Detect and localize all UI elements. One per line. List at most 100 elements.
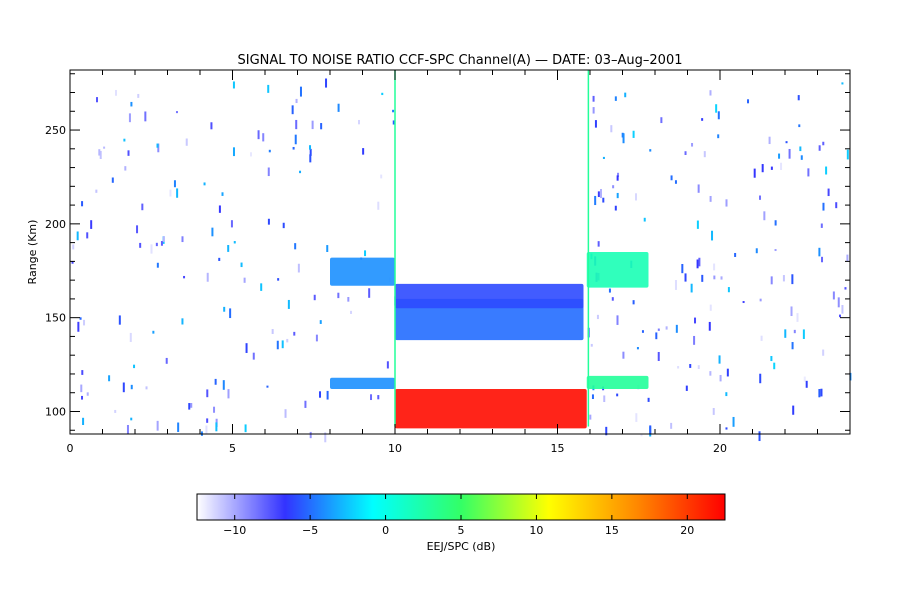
- noise-cell: [655, 332, 658, 340]
- noise-cell: [780, 162, 783, 171]
- noise-cell: [267, 218, 270, 225]
- noise-cell: [759, 298, 762, 302]
- noise-cell: [791, 342, 794, 350]
- noise-cell: [262, 133, 265, 142]
- noise-cell: [266, 385, 269, 388]
- noise-cell: [292, 146, 295, 150]
- noise-cell: [127, 150, 130, 156]
- noise-cell: [281, 340, 284, 349]
- noise-cell: [760, 335, 763, 341]
- noise-cell: [685, 385, 688, 391]
- noise-cell: [797, 95, 800, 101]
- noise-cell: [324, 432, 327, 443]
- noise-cell: [611, 297, 614, 301]
- noise-cell: [725, 199, 728, 207]
- noise-cell: [284, 409, 287, 418]
- noise-cell: [670, 175, 673, 181]
- noise-cell: [708, 321, 711, 331]
- noise-cell: [245, 343, 248, 353]
- noise-cell: [841, 82, 844, 85]
- noise-cell: [115, 89, 118, 96]
- noise-cell: [640, 433, 643, 437]
- noise-cell: [691, 142, 694, 147]
- noise-cell: [709, 371, 712, 376]
- noise-cell: [838, 314, 841, 318]
- noise-cell: [635, 413, 638, 422]
- noise-cell: [210, 122, 213, 130]
- noise-cell: [713, 275, 716, 280]
- noise-cell: [95, 189, 98, 193]
- noise-cell: [276, 340, 279, 350]
- noise-cell: [141, 203, 144, 211]
- noise-cell: [380, 174, 383, 179]
- noise-cell: [287, 299, 290, 309]
- noise-cell: [214, 378, 217, 385]
- noise-cell: [784, 329, 787, 338]
- noise-cell: [124, 166, 127, 171]
- noise-cell: [755, 248, 758, 254]
- noise-cell: [718, 355, 721, 364]
- noise-cell: [211, 227, 214, 237]
- noise-cell: [774, 249, 777, 252]
- noise-cell: [392, 120, 395, 125]
- noise-cell: [111, 177, 114, 183]
- noise-cell: [727, 287, 730, 293]
- colorbar-tick-label: 20: [680, 524, 694, 537]
- noise-cell: [713, 263, 716, 271]
- noise-cell: [309, 145, 312, 150]
- noise-cell: [616, 393, 619, 397]
- noise-cell: [156, 143, 159, 148]
- noise-cell: [793, 329, 796, 334]
- noise-cell: [643, 217, 646, 222]
- noise-cell: [267, 84, 270, 93]
- noise-cell: [96, 97, 99, 103]
- noise-cell: [268, 149, 271, 153]
- noise-cell: [183, 275, 186, 279]
- colorbar-tick-label: 5: [458, 524, 465, 537]
- noise-cell: [133, 364, 136, 369]
- noise-cell: [696, 220, 699, 229]
- noise-cell: [616, 175, 619, 181]
- plot-background: [70, 70, 850, 434]
- noise-cell: [597, 241, 600, 247]
- noise-cell: [774, 220, 777, 226]
- noise-cell: [98, 149, 101, 156]
- noise-cell: [129, 332, 132, 342]
- noise-cell: [802, 329, 805, 339]
- noise-cell: [156, 420, 159, 431]
- noise-cell: [123, 138, 126, 142]
- noise-cell: [277, 278, 280, 281]
- noise-cell: [711, 230, 714, 241]
- noise-cell: [725, 392, 728, 397]
- noise-cell: [674, 180, 677, 184]
- noise-cell: [293, 331, 296, 336]
- noise-cell: [260, 283, 263, 291]
- noise-cell: [822, 141, 825, 146]
- noise-cell: [734, 252, 737, 257]
- noise-cell: [79, 317, 82, 320]
- noise-cell: [657, 328, 660, 331]
- noise-cell: [773, 362, 776, 370]
- noise-cell: [230, 220, 233, 228]
- noise-cell: [252, 352, 255, 360]
- noise-cell: [698, 257, 701, 267]
- noise-cell: [820, 223, 823, 228]
- noise-cell: [145, 386, 148, 390]
- echo-region: [330, 257, 395, 286]
- noise-cell: [103, 146, 106, 149]
- noise-cell: [370, 394, 373, 401]
- noise-cell: [326, 245, 329, 252]
- noise-cell: [358, 119, 361, 125]
- noise-cell: [377, 201, 380, 210]
- noise-cell: [311, 120, 314, 130]
- noise-cell: [81, 395, 84, 400]
- x-tick-label: 20: [713, 442, 727, 455]
- echo-region: [586, 375, 649, 389]
- noise-cell: [837, 297, 840, 308]
- noise-cell: [753, 168, 756, 178]
- noise-cell: [175, 111, 178, 114]
- x-axis: 0 5 10 15 20: [67, 70, 851, 455]
- noise-cell: [304, 400, 307, 408]
- noise-cell: [137, 93, 140, 98]
- noise-cell: [165, 357, 168, 364]
